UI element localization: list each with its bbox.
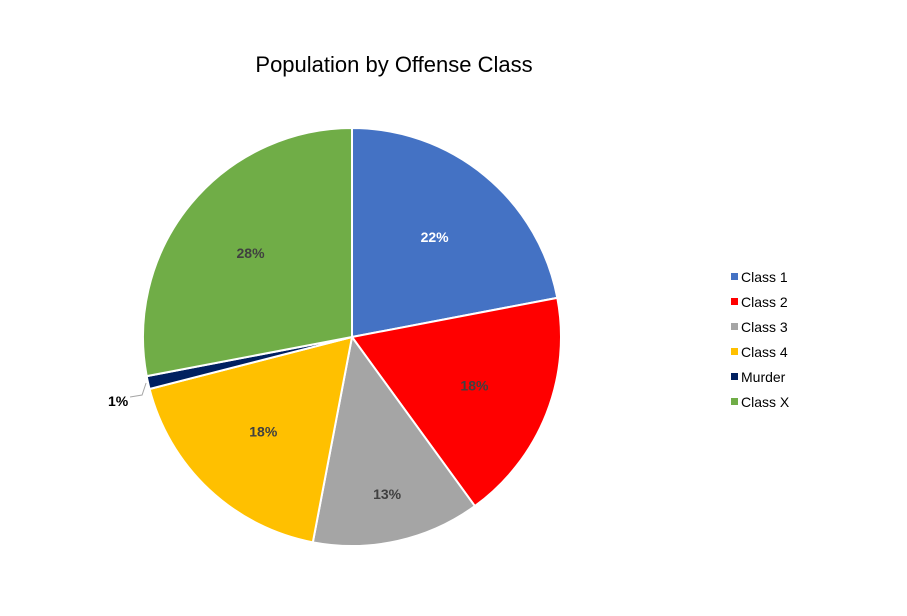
legend-item-class-x: Class X — [731, 389, 789, 414]
data-label-class-3: 13% — [373, 486, 402, 502]
legend-item-murder: Murder — [731, 364, 789, 389]
legend-swatch — [731, 373, 738, 380]
legend-label: Class 2 — [741, 293, 788, 310]
legend-label: Class X — [741, 393, 790, 410]
legend-item-class-3: Class 3 — [731, 314, 789, 339]
data-label-class-x: 28% — [237, 245, 266, 261]
legend-label: Class 3 — [741, 318, 788, 335]
pie-slice-class-1 — [351, 126, 559, 339]
legend-label: Murder — [741, 368, 786, 385]
data-label-class-1: 22% — [421, 229, 450, 245]
legend-label: Class 1 — [741, 268, 788, 285]
chart-title: Population by Offense Class — [255, 52, 533, 77]
data-label-murder: 1% — [108, 393, 129, 409]
legend-swatch — [731, 273, 738, 280]
legend-swatch — [731, 298, 738, 305]
legend-swatch — [731, 398, 738, 405]
pie-slice-class-4 — [148, 335, 354, 544]
legend-swatch — [731, 348, 738, 355]
legend-swatch — [731, 323, 738, 330]
data-label-class-4: 18% — [249, 423, 278, 439]
legend-item-class-4: Class 4 — [731, 339, 789, 364]
leader-line-murder — [129, 382, 147, 398]
pie-slice-class-x — [142, 126, 353, 378]
legend-item-class-2: Class 2 — [731, 289, 789, 314]
data-label-class-2: 18% — [460, 377, 489, 393]
legend-label: Class 4 — [741, 343, 788, 360]
chart-legend: Class 1 Class 2 Class 3 Class 4 Murder Class … — [731, 264, 789, 414]
pie-slice-class-3 — [311, 334, 477, 547]
pie-slice-class-2 — [350, 296, 562, 508]
legend-item-class-1: Class 1 — [731, 264, 789, 289]
